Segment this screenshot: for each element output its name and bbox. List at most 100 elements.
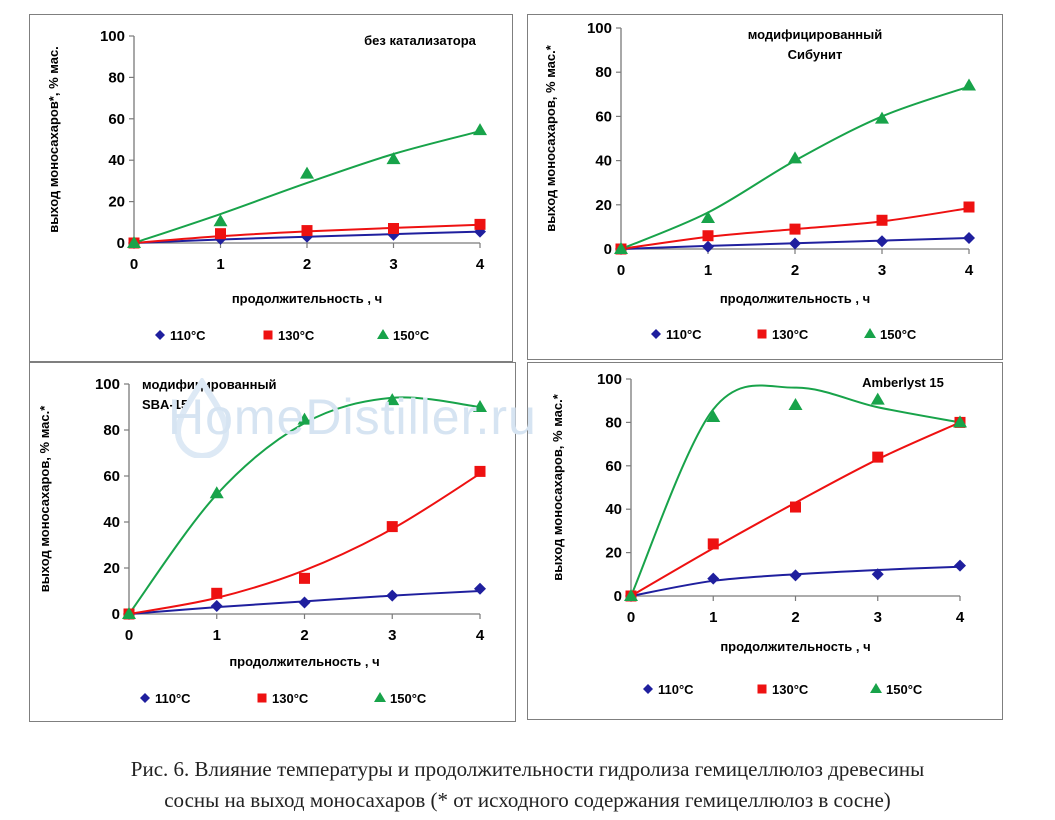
data-point-110c: [876, 235, 888, 248]
data-point-110c: [954, 559, 966, 572]
x-tick-label: 2: [791, 262, 799, 279]
x-axis-label: продолжительность , ч: [720, 639, 870, 654]
chart-svg: 0 20 40 60 80 100 0 1 2 3 4 продолжительность , ч вы…: [543, 20, 976, 342]
data-point-150c: [962, 78, 976, 91]
x-tick-label: 3: [388, 627, 396, 644]
x-tick-label: 3: [389, 256, 397, 273]
data-point-150c: [870, 392, 885, 405]
data-point-130c: [963, 201, 975, 213]
y-tick-label: 0: [604, 241, 612, 258]
y-tick-label: 0: [614, 588, 622, 605]
x-axis-label: продолжительность , ч: [720, 291, 870, 306]
x-tick-label: 1: [216, 256, 224, 273]
chart-title: модифицированный: [142, 377, 277, 392]
y-tick-label: 40: [605, 501, 622, 518]
data-point-150c: [473, 400, 487, 412]
legend-marker-triangle: [870, 683, 882, 693]
y-tick-label: 20: [108, 194, 125, 211]
x-tick-label: 4: [476, 627, 485, 644]
y-tick-label: 80: [108, 69, 125, 86]
legend-marker-triangle: [864, 328, 876, 338]
legend-marker-square: [257, 693, 267, 703]
y-tick-label: 60: [605, 458, 622, 475]
data-point-110c: [707, 572, 720, 585]
x-tick-label: 3: [878, 262, 886, 279]
y-tick-label: 60: [108, 111, 125, 128]
x-tick-label: 1: [704, 262, 712, 279]
x-tick-label: 2: [791, 609, 799, 626]
y-tick-label: 100: [587, 20, 612, 37]
chart-panel-sibunit: 0 20 40 60 80 100 0 1 2 3 4 продолжительность , ч вы…: [527, 14, 1003, 360]
data-point-110c: [789, 237, 801, 250]
legend-label: 130°C: [772, 682, 809, 697]
chart-svg: 0 20 40 60 80 100 0 1 2 3 4 продолжительность , ч вы…: [46, 28, 487, 343]
x-tick-label: 0: [125, 627, 133, 644]
data-point-150c: [706, 409, 721, 422]
x-tick-label: 4: [956, 609, 965, 626]
data-point-130c: [474, 465, 486, 477]
y-tick-label: 80: [605, 414, 622, 431]
chart-panel-sba15: 0 20 40 60 80 100 0 1 2 3 4 продолжительность , ч вы…: [29, 362, 516, 722]
data-point-150c: [788, 151, 802, 164]
data-point-150c: [788, 398, 803, 411]
data-point-150c: [300, 166, 314, 179]
data-point-150c: [209, 486, 224, 499]
data-point-110c: [210, 599, 223, 612]
data-point-130c: [388, 223, 399, 235]
x-tick-label: 4: [476, 256, 485, 273]
data-point-130c: [211, 587, 223, 599]
data-point-110c: [963, 231, 975, 244]
data-point-150c: [701, 211, 715, 224]
x-tick-label: 1: [709, 609, 717, 626]
y-tick-label: 100: [597, 371, 622, 388]
data-point-150c: [385, 393, 400, 406]
data-point-110c: [386, 589, 399, 602]
data-point-150c: [297, 412, 312, 425]
x-tick-label: 2: [303, 256, 311, 273]
legend-label: 110°C: [170, 328, 206, 343]
legend-marker-triangle: [374, 692, 386, 702]
chart-title: SBA-15: [142, 397, 188, 412]
legend-marker-triangle: [377, 329, 389, 339]
data-point-150c: [624, 589, 638, 601]
legend-label: 130°C: [272, 691, 309, 706]
trend-line-150c: [630, 384, 961, 597]
y-tick-label: 60: [103, 468, 120, 485]
y-axis-label: выход моносахаров, % мас.*: [550, 393, 565, 581]
x-tick-label: 1: [213, 627, 221, 644]
data-point-110c: [871, 568, 884, 581]
data-point-150c: [213, 214, 228, 227]
y-axis-label: выход моносахаров, % мас.*: [543, 44, 558, 232]
y-tick-label: 0: [112, 606, 120, 623]
data-point-110c: [789, 569, 802, 582]
x-tick-label: 3: [874, 609, 882, 626]
data-point-130c: [707, 538, 719, 550]
data-point-110c: [298, 596, 311, 609]
data-point-150c: [127, 236, 141, 248]
legend-marker-square: [757, 329, 767, 339]
data-point-130c: [215, 228, 226, 240]
data-point-130c: [790, 501, 801, 513]
legend-label: 150°C: [393, 328, 430, 343]
y-tick-label: 20: [605, 545, 622, 562]
legend-label: 110°C: [155, 691, 191, 706]
legend-label: 110°C: [666, 327, 702, 342]
chart-title: Amberlyst 15: [862, 375, 944, 390]
figure-caption-line-2: сосны на выход моносахаров (* от исходно…: [164, 788, 891, 812]
y-tick-label: 80: [595, 64, 612, 81]
x-tick-label: 4: [965, 262, 974, 279]
x-tick-label: 0: [130, 256, 138, 273]
legend-marker-diamond: [140, 693, 150, 703]
data-point-130c: [386, 521, 398, 533]
legend-label: 110°C: [658, 682, 694, 697]
legend-marker-diamond: [651, 329, 661, 339]
chart-title: Сибунит: [788, 47, 843, 62]
x-tick-label: 2: [300, 627, 308, 644]
data-point-130c: [301, 225, 313, 237]
data-point-130c: [789, 223, 801, 235]
legend-marker-diamond: [643, 684, 653, 694]
trend-line-150c: [133, 130, 481, 244]
figure-caption-line-1: Рис. 6. Влияние температуры и продолжите…: [130, 757, 925, 781]
trend-line-150c: [128, 396, 481, 615]
legend-label: 150°C: [886, 682, 923, 697]
